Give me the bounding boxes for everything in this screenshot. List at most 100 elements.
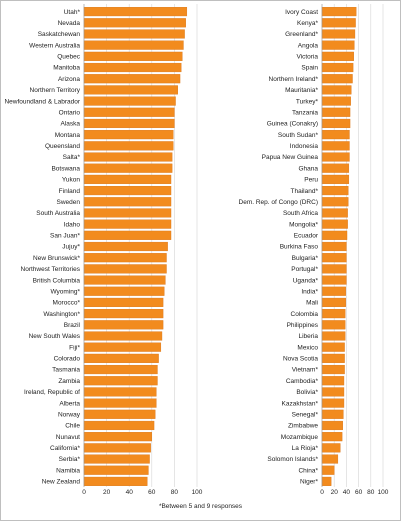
category-label-1-17: Dem. Rep. of Congo (DRC) [239, 199, 318, 206]
bar-0-16 [83, 186, 172, 196]
category-label-0-34: Ireland, Republic of [24, 389, 80, 396]
category-label-0-5: Manitoba [53, 65, 80, 72]
category-label-0-0: Utah* [64, 9, 81, 16]
bar-1-11 [321, 130, 350, 140]
bar-0-35 [83, 398, 157, 408]
bar-1-12 [321, 141, 350, 151]
category-label-1-4: Victoria [296, 54, 318, 61]
bar-0-41 [83, 465, 149, 475]
bar-1-9 [321, 107, 351, 117]
bar-1-32 [321, 364, 345, 375]
bar-0-28 [83, 320, 164, 330]
bar-1-26 [321, 297, 346, 307]
bar-1-33 [321, 376, 345, 386]
category-label-1-34: Bolivia* [296, 389, 318, 396]
bar-0-2 [83, 29, 185, 39]
category-label-0-23: Northwest Territories [21, 266, 81, 273]
bar-1-1 [321, 18, 356, 28]
bar-1-27 [321, 309, 346, 319]
bar-0-31 [83, 353, 159, 363]
x-tick-label-0-2: 40 [126, 489, 134, 496]
category-label-0-32: Tasmania [52, 367, 80, 374]
category-label-0-12: Queensland [45, 143, 80, 150]
bar-0-10 [83, 118, 175, 129]
category-label-1-5: Spain [301, 65, 318, 72]
category-label-1-24: Uganda* [293, 277, 319, 284]
category-label-1-32: Vietnam* [292, 367, 319, 374]
bar-1-36 [321, 409, 344, 419]
bar-0-3 [83, 40, 184, 50]
category-label-0-3: Western Australia [29, 42, 80, 49]
bar-0-23 [83, 264, 167, 274]
x-tick-label-0-1: 20 [103, 489, 111, 496]
category-label-0-36: Norway [58, 411, 81, 418]
category-label-1-33: Cambodia* [286, 378, 319, 385]
bar-1-17 [321, 197, 349, 207]
bar-1-35 [321, 398, 345, 408]
category-label-0-24: British Columbia [33, 277, 81, 284]
bar-0-40 [83, 454, 150, 464]
bar-0-37 [83, 420, 155, 431]
category-label-1-42: Niger* [300, 479, 319, 486]
bar-0-25 [83, 286, 165, 296]
bar-1-24 [321, 275, 347, 285]
category-label-0-15: Yukon [62, 177, 80, 184]
bar-0-29 [83, 331, 163, 341]
bar-0-30 [83, 342, 162, 352]
bar-1-7 [321, 85, 352, 95]
category-label-0-27: Washington* [43, 311, 80, 318]
bar-0-12 [83, 141, 174, 151]
x-tick-label-1-3: 60 [355, 489, 363, 496]
category-label-1-19: Mongolia* [289, 221, 318, 228]
x-tick-label-0-4: 80 [171, 489, 179, 496]
category-label-0-16: Finland [59, 188, 81, 195]
bar-1-6 [321, 74, 353, 84]
bar-0-27 [83, 309, 164, 319]
x-tick-label-1-1: 20 [331, 489, 339, 496]
bar-0-17 [83, 197, 172, 207]
category-label-1-1: Kenya* [297, 20, 318, 27]
bar-1-2 [321, 29, 356, 39]
bar-1-14 [321, 163, 350, 173]
category-label-1-38: Mozambique [281, 434, 319, 441]
bar-1-22 [321, 253, 347, 263]
bar-1-34 [321, 387, 345, 397]
category-label-0-8: Newfoundland & Labrador [4, 98, 80, 105]
category-label-1-21: Burkina Faso [280, 244, 319, 251]
bar-0-13 [83, 152, 173, 162]
category-label-1-9: Tanzania [292, 109, 318, 116]
category-label-0-14: Botswana [51, 165, 80, 172]
x-tick-label-1-4: 80 [367, 489, 375, 496]
category-label-1-26: Mali [306, 300, 318, 307]
bar-1-30 [321, 342, 345, 352]
bar-1-23 [321, 264, 347, 274]
x-tick-label-1-0: 0 [320, 489, 324, 496]
x-tick-label-1-2: 40 [343, 489, 351, 496]
bar-1-41 [321, 465, 335, 475]
category-label-1-41: China* [298, 467, 318, 474]
category-label-1-25: India* [301, 288, 318, 295]
bar-1-39 [321, 443, 341, 453]
category-label-1-29: Liberia [298, 333, 318, 340]
category-label-0-26: Morocco* [53, 300, 81, 307]
bar-0-38 [83, 432, 153, 442]
bar-1-0 [321, 7, 357, 17]
bar-1-21 [321, 241, 347, 252]
category-label-0-2: Saskatchewan [38, 31, 81, 38]
category-label-1-40: Solomon Islands* [267, 456, 318, 463]
category-label-0-6: Arizona [58, 76, 80, 83]
category-label-1-16: Thailand* [291, 188, 319, 195]
bar-1-38 [321, 432, 343, 442]
bar-1-15 [321, 174, 350, 184]
bar-0-4 [83, 51, 183, 61]
category-label-0-20: San Juan* [50, 233, 80, 240]
bar-1-8 [321, 96, 351, 106]
bar-0-18 [83, 208, 172, 218]
bar-1-13 [321, 152, 350, 162]
category-label-0-42: New Zealand [42, 479, 81, 486]
category-label-0-19: Idaho [64, 221, 81, 228]
bar-0-14 [83, 163, 173, 173]
category-label-1-35: Kazakhstan* [282, 400, 319, 407]
bar-0-36 [83, 409, 156, 419]
category-label-0-41: Namibia [56, 467, 80, 474]
